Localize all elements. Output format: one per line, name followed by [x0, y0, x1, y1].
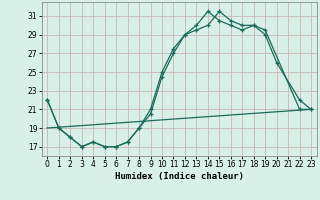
X-axis label: Humidex (Indice chaleur): Humidex (Indice chaleur): [115, 172, 244, 181]
